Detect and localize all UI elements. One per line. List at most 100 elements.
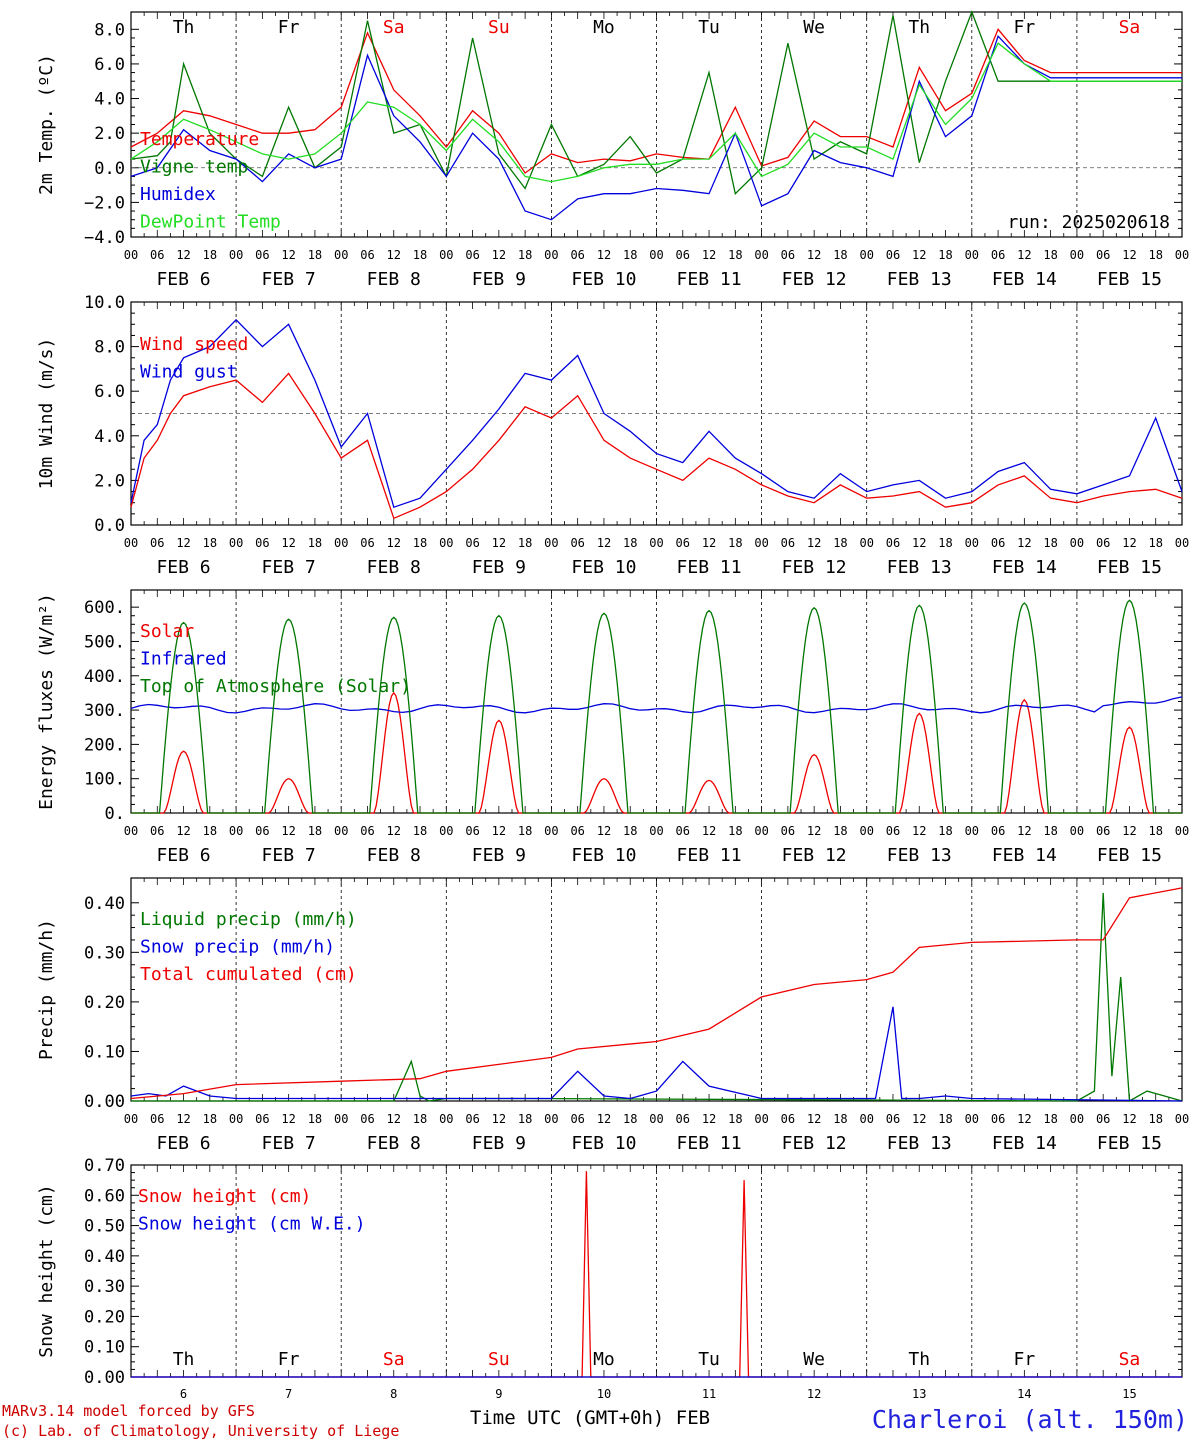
precip-hour-label: 12 [1017, 1112, 1031, 1126]
flux-date-label: FEB 14 [992, 845, 1057, 866]
wind-legend-entry: Wind gust [140, 362, 238, 383]
temp-ytick-label: 0.0 [94, 159, 125, 179]
wind-hour-label: 06 [360, 536, 374, 550]
temp-hour-label: 12 [492, 248, 506, 262]
temp-hour-label: 18 [413, 248, 427, 262]
weekday-label: Sa [1119, 17, 1141, 38]
precip-hour-label: 00 [1070, 1112, 1084, 1126]
temp-hour-label: 18 [1043, 248, 1057, 262]
flux-hour-label: 00 [439, 824, 453, 838]
flux-hour-label: 12 [702, 824, 716, 838]
temp-ytick-label: −4.0 [84, 228, 125, 248]
temp-hour-label: 18 [518, 248, 532, 262]
temp-hour-label: 06 [991, 248, 1005, 262]
snow-ytick-label: 0.60 [84, 1186, 125, 1206]
temp-hour-label: 00 [859, 248, 873, 262]
flux-date-label: FEB 6 [156, 845, 210, 866]
wind-hour-label: 18 [518, 536, 532, 550]
day-number-label: 14 [1017, 1387, 1031, 1401]
flux-date-label: FEB 15 [1097, 845, 1162, 866]
precip-hour-label: 12 [702, 1112, 716, 1126]
flux-legend-entry: Solar [140, 621, 194, 642]
wind-date-label: FEB 6 [156, 557, 210, 578]
snow-ytick-label: 0.30 [84, 1277, 125, 1297]
temp-hour-label: 18 [308, 248, 322, 262]
temp-hour-label: 12 [387, 248, 401, 262]
flux-hour-label: 06 [255, 824, 269, 838]
flux-hour-label: 00 [965, 824, 979, 838]
precip-date-label: FEB 7 [262, 1133, 316, 1154]
wind-ytick-label: 6.0 [94, 382, 125, 402]
flux-hour-label: 06 [676, 824, 690, 838]
temp-legend-entry: Humidex [140, 184, 216, 205]
wind-ytick-label: 0.0 [94, 516, 125, 536]
temp-hour-label: 18 [833, 248, 847, 262]
temp-date-label: FEB 8 [367, 269, 421, 290]
flux-hour-label: 18 [728, 824, 742, 838]
precip-hour-label: 00 [965, 1112, 979, 1126]
precip-hour-label: 18 [413, 1112, 427, 1126]
day-number-label: 12 [807, 1387, 821, 1401]
precip-hour-label: 12 [176, 1112, 190, 1126]
wind-hour-label: 12 [1017, 536, 1031, 550]
temp-hour-label: 06 [886, 248, 900, 262]
precip-hour-label: 18 [833, 1112, 847, 1126]
temp-hour-label: 12 [281, 248, 295, 262]
flux-hour-label: 18 [1148, 824, 1162, 838]
wind-hour-label: 12 [176, 536, 190, 550]
precip-hour-label: 00 [229, 1112, 243, 1126]
wind-hour-label: 00 [754, 536, 768, 550]
wind-date-label: FEB 12 [782, 557, 847, 578]
temp-ytick-label: 6.0 [94, 55, 125, 75]
flux-date-label: FEB 7 [262, 845, 316, 866]
temp-hour-label: 00 [1070, 248, 1084, 262]
flux-ytick-label: 100. [84, 770, 125, 790]
wind-hour-label: 18 [1148, 536, 1162, 550]
temp-ytick-label: 4.0 [94, 90, 125, 110]
wind-hour-label: 18 [938, 536, 952, 550]
flux-hour-label: 00 [649, 824, 663, 838]
temp-date-label: FEB 9 [472, 269, 526, 290]
snow-ytick-label: 0.20 [84, 1307, 125, 1327]
snow-ylabel: Snow height (cm) [36, 1184, 57, 1357]
wind-series-line [130, 318, 1183, 509]
weekday-label-bottom: Mo [593, 1349, 615, 1370]
precip-hour-label: 06 [1096, 1112, 1110, 1126]
wind-hour-label: 00 [544, 536, 558, 550]
precip-hour-label: 12 [281, 1112, 295, 1126]
flux-hour-label: 18 [623, 824, 637, 838]
wind-ytick-label: 2.0 [94, 471, 125, 491]
temp-ytick-label: 2.0 [94, 124, 125, 144]
wind-date-label: FEB 11 [677, 557, 742, 578]
wind-hour-label: 12 [807, 536, 821, 550]
wind-hour-label: 12 [281, 536, 295, 550]
temp-hour-label: 06 [570, 248, 584, 262]
precip-ytick-label: 0.30 [84, 943, 125, 963]
weekday-label: Su [488, 17, 510, 38]
temp-hour-label: 00 [649, 248, 663, 262]
wind-hour-label: 12 [1122, 536, 1136, 550]
weekday-label: Fr [1014, 17, 1036, 38]
temp-hour-label: 12 [702, 248, 716, 262]
wind-ytick-label: 10.0 [84, 293, 125, 313]
snow-ytick-label: 0.10 [84, 1338, 125, 1358]
precip-ytick-label: 0.10 [84, 1042, 125, 1062]
temp-hour-label: 06 [465, 248, 479, 262]
flux-ytick-label: 500. [84, 632, 125, 652]
precip-hour-label: 18 [1043, 1112, 1057, 1126]
wind-date-label: FEB 9 [472, 557, 526, 578]
temp-hour-label: 00 [334, 248, 348, 262]
snow-ytick-label: 0.70 [84, 1156, 125, 1176]
temp-hour-label: 00 [124, 248, 138, 262]
panel-wind [130, 301, 1183, 526]
temp-hour-label: 18 [728, 248, 742, 262]
wind-hour-label: 18 [203, 536, 217, 550]
wind-hour-label: 06 [676, 536, 690, 550]
weekday-label-bottom: Sa [1119, 1349, 1141, 1370]
flux-hour-label: 18 [833, 824, 847, 838]
temp-hour-label: 06 [781, 248, 795, 262]
flux-ytick-label: 600. [84, 598, 125, 618]
precip-hour-label: 12 [807, 1112, 821, 1126]
flux-hour-label: 12 [492, 824, 506, 838]
